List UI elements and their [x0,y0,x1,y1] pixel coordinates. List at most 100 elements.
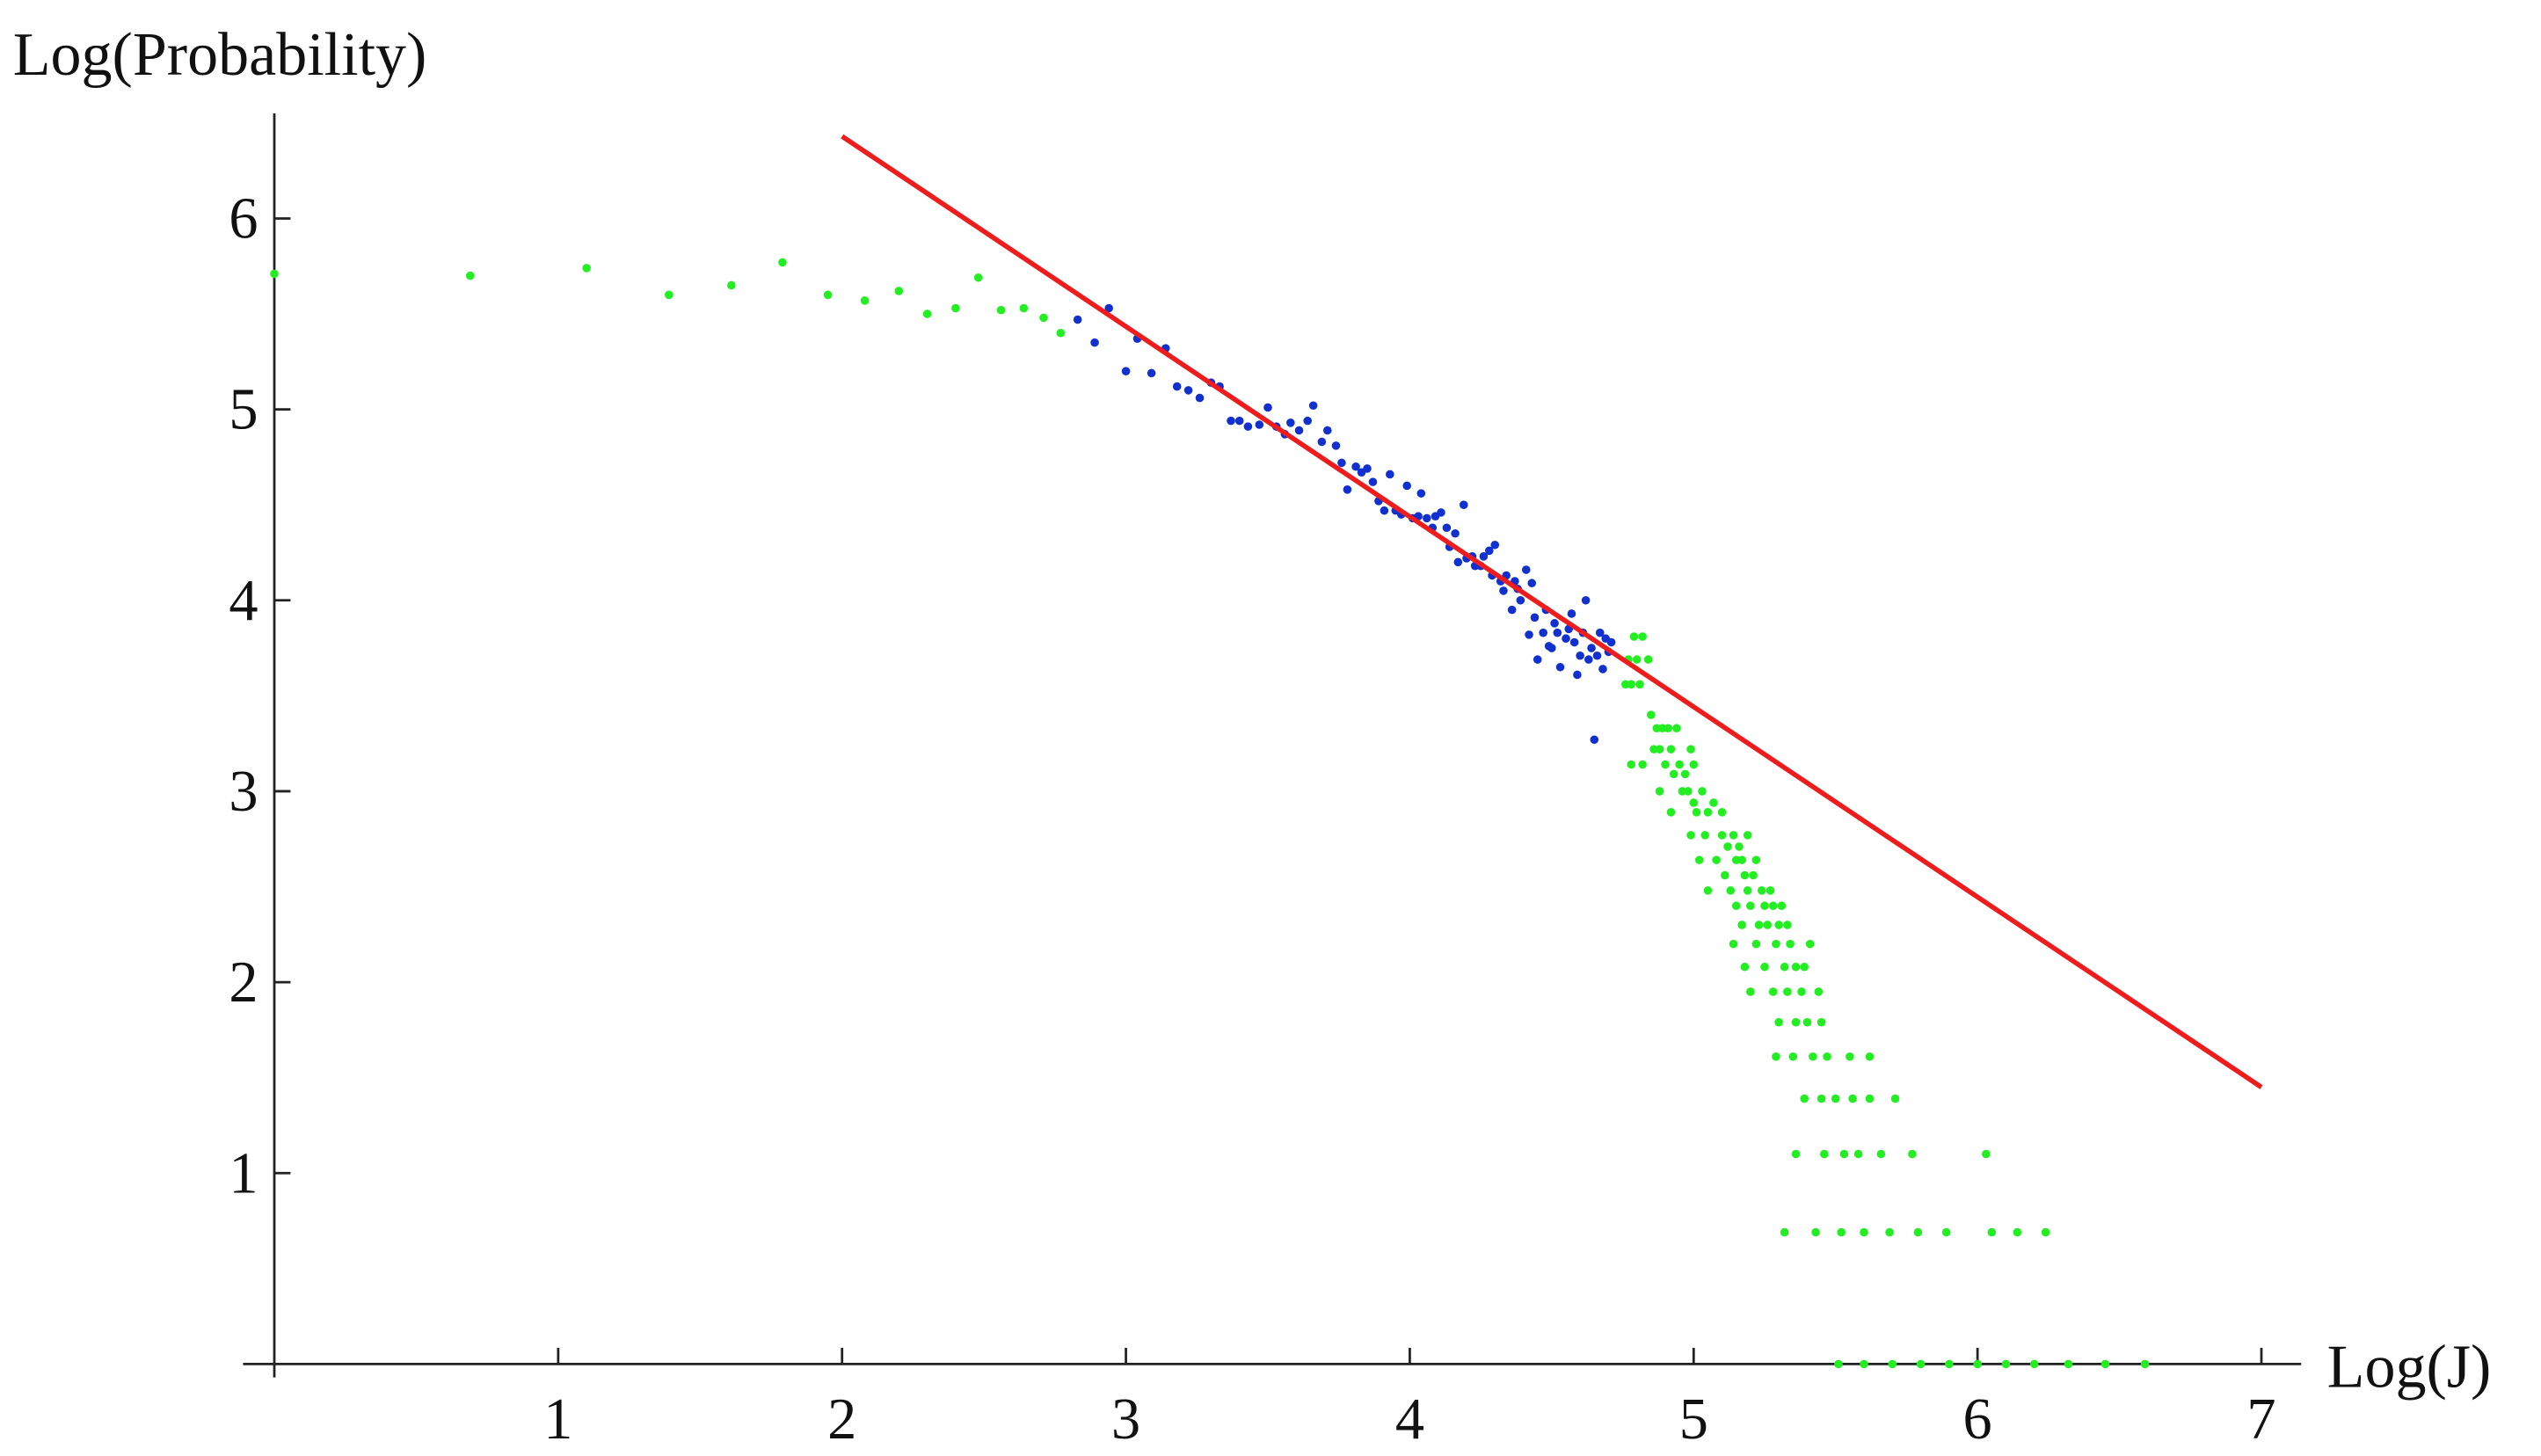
data-point [1638,760,1647,769]
data-point [1643,655,1653,664]
data-point [823,290,833,300]
data-point [1590,735,1599,745]
data-point [2041,1227,2050,1237]
data-point [1451,528,1460,538]
x-axis-label: Log(J) [2327,1334,2492,1401]
y-tick-label: 5 [229,378,258,442]
y-axis-label: Log(Probability) [13,21,427,89]
data-point [1757,886,1766,895]
y-tick-label: 3 [229,760,258,824]
data-point [1689,798,1699,807]
data-point [1853,1149,1863,1159]
data-point [1459,500,1468,509]
data-point [1729,939,1738,949]
data-point [1763,921,1773,929]
data-point [1672,724,1681,733]
data-point [1982,1149,1991,1159]
data-point [1323,426,1332,435]
data-point [1675,760,1684,769]
data-point [1243,422,1253,431]
data-point [1584,655,1593,664]
data-point [1735,842,1744,851]
data-point [1820,1149,1829,1159]
data-point [1913,1227,1923,1237]
data-point [1780,1227,1789,1237]
data-point [1234,416,1244,426]
data-point [1777,901,1787,911]
data-point [1800,1094,1809,1103]
data-point [1698,787,1707,796]
data-point [1865,1052,1875,1061]
data-point [2140,1359,2150,1369]
data-point [1754,921,1764,929]
data-point [1848,1094,1857,1103]
data-point [1749,870,1758,880]
data-point [1941,1227,1951,1237]
data-point [1831,1094,1840,1103]
data-point [1717,808,1727,817]
data-point [1453,557,1463,567]
data-point [1627,680,1636,689]
data-point [1655,745,1664,753]
data-point [1437,508,1445,517]
data-point [1987,1227,1997,1237]
data-point [1712,855,1721,864]
data-point [1363,464,1372,473]
data-point [1227,416,1235,426]
y-tick-label: 6 [229,187,258,251]
data-point [1562,634,1570,643]
data-point [1490,541,1500,550]
data-point [1721,870,1729,880]
data-point [1760,962,1769,972]
data-point [1056,328,1066,338]
data-point [1746,987,1755,996]
data-point [778,258,787,267]
data-point [1147,368,1156,378]
data-point [1039,313,1048,323]
data-point [1592,651,1602,660]
data-point [1973,1359,1982,1369]
data-point [1442,523,1452,533]
x-tick-label: 6 [1963,1387,1992,1452]
y-tick-label: 2 [229,950,258,1015]
data-point [996,305,1006,315]
data-point [1768,901,1778,911]
data-point [1751,939,1761,949]
data-point [1700,831,1709,840]
data-point [894,287,904,295]
data-point [1423,513,1431,523]
data-point [1797,987,1806,996]
x-tick-label: 7 [2246,1387,2275,1452]
data-point [1737,855,1746,864]
data-point [1172,382,1182,391]
data-point [1737,921,1746,929]
data-point [727,280,736,290]
data-point [1772,1052,1780,1061]
data-point [1717,831,1727,840]
data-point [1692,808,1701,817]
data-point [1337,458,1346,468]
data-point [1726,886,1736,895]
data-point [1308,401,1318,411]
data-point [1802,1017,1812,1027]
data-point [1945,1359,1954,1369]
data-point [1684,787,1693,796]
data-point [1527,579,1537,588]
data-point [1800,962,1809,972]
data-point [1073,315,1082,324]
data-point [1846,1052,1854,1061]
x-tick-label: 3 [1111,1387,1140,1452]
data-point [2101,1359,2110,1369]
data-point [1402,481,1411,491]
data-point [1666,808,1676,817]
data-point [1791,962,1801,972]
data-point [1780,962,1789,972]
data-point [1723,842,1732,851]
data-point [270,269,279,279]
data-point [1595,628,1605,637]
data-point [1416,489,1426,498]
data-point [1485,546,1494,556]
x-tick-label: 4 [1395,1387,1424,1452]
data-point [1294,426,1304,435]
